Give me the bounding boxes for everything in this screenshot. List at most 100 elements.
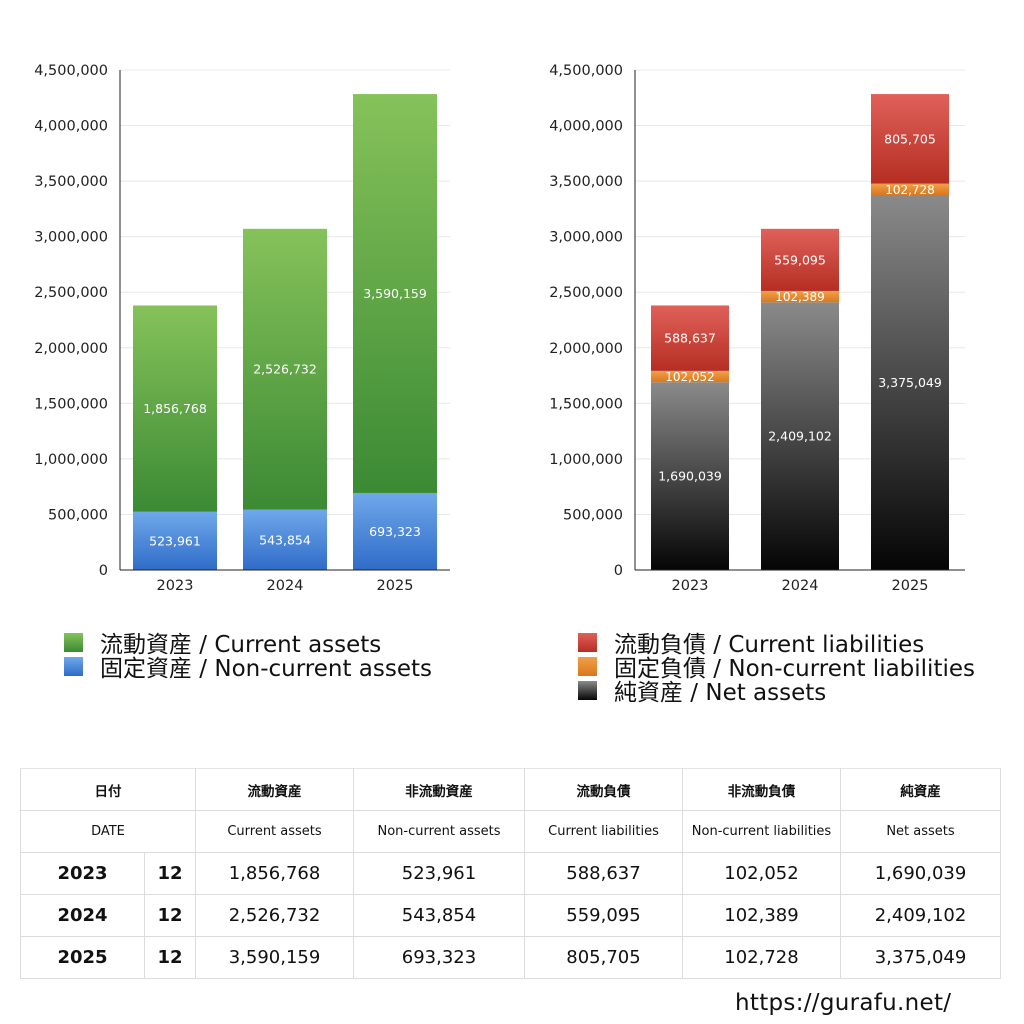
bar-current-assets-2025 xyxy=(353,94,437,493)
y-tick-label: 3,500,000 xyxy=(34,174,108,190)
x-tick-label: 2024 xyxy=(782,578,819,594)
x-tick-label: 2023 xyxy=(672,578,709,594)
data-label: 543,854 xyxy=(259,532,311,547)
data-label: 1,690,039 xyxy=(658,469,722,484)
bar-net-assets-2023 xyxy=(651,382,729,570)
assets-legend: 流動資産 / Current assets 固定資産 / Non-current … xyxy=(64,630,432,682)
header-noncurrent-assets-jp: 非流動資産 xyxy=(353,768,525,811)
data-label: 523,961 xyxy=(149,533,201,548)
cell-current-liabilities: 805,705 xyxy=(524,936,683,979)
data-label: 559,095 xyxy=(774,252,826,267)
data-label: 805,705 xyxy=(884,131,936,146)
data-label: 693,323 xyxy=(369,524,421,539)
data-label: 102,389 xyxy=(775,290,825,304)
table-row: 2023 12 1,856,768 523,961 588,637 102,05… xyxy=(20,852,1001,895)
liabilities-net-assets-chart: 0 500,000 1,000,000 1,500,000 2,000,000 2,500… xyxy=(549,63,965,594)
y-tick-label: 1,000,000 xyxy=(34,452,108,468)
table-row: 2024 12 2,526,732 543,854 559,095 102,38… xyxy=(20,894,1001,937)
y-tick-label: 500,000 xyxy=(563,507,623,523)
liabilities-legend: 流動負債 / Current liabilities 固定負債 / Non-cur… xyxy=(578,630,975,706)
legend-item: 固定負債 / Non-current liabilities xyxy=(578,654,975,682)
legend-item: 流動負債 / Current liabilities xyxy=(578,630,975,658)
header-date-jp: 日付 xyxy=(20,768,196,811)
y-tick-label: 1,500,000 xyxy=(549,396,623,412)
table-header-japanese: 日付 流動資産 非流動資産 流動負債 非流動負債 純資産 xyxy=(20,768,1001,811)
site-url-link[interactable]: https://gurafu.net/ xyxy=(735,990,952,1016)
y-tick-label: 4,500,000 xyxy=(34,63,108,79)
cell-noncurrent-liabilities: 102,728 xyxy=(682,936,841,979)
table-header-english: DATE Current assets Non-current assets C… xyxy=(20,810,1001,853)
bar-noncurrent-liabilities-2024 xyxy=(761,290,839,303)
row-month: 12 xyxy=(144,894,196,937)
row-year: 2024 xyxy=(20,894,145,937)
header-current-assets-en: Current assets xyxy=(195,810,354,853)
header-noncurrent-assets-en: Non-current assets xyxy=(353,810,525,853)
bar-current-assets-2023 xyxy=(133,305,217,512)
header-current-liabilities-jp: 流動負債 xyxy=(524,768,683,811)
legend-swatch xyxy=(578,656,597,676)
legend-label: 流動資産 / Current assets xyxy=(100,632,382,658)
legend-label: 固定負債 / Non-current liabilities xyxy=(614,656,975,682)
legend-swatch xyxy=(578,680,597,700)
legend-label: 固定資産 / Non-current assets xyxy=(100,656,433,682)
cell-net-assets: 2,409,102 xyxy=(840,894,1001,937)
cell-current-assets: 1,856,768 xyxy=(195,852,354,895)
y-tick-label: 3,000,000 xyxy=(549,230,623,246)
y-tick-label: 4,500,000 xyxy=(549,63,623,79)
y-tick-label: 2,500,000 xyxy=(549,285,623,301)
legend-item: 流動資産 / Current assets xyxy=(64,630,432,658)
x-tick-label: 2025 xyxy=(377,578,414,594)
legend-swatch xyxy=(64,632,83,652)
row-year: 2023 xyxy=(20,852,145,895)
data-label: 3,375,049 xyxy=(878,375,942,390)
data-label: 588,637 xyxy=(664,331,716,346)
cell-noncurrent-assets: 543,854 xyxy=(353,894,525,937)
cell-current-assets: 3,590,159 xyxy=(195,936,354,979)
legend-swatch xyxy=(64,656,83,676)
header-noncurrent-liabilities-jp: 非流動負債 xyxy=(682,768,841,811)
data-label: 3,590,159 xyxy=(363,286,427,301)
data-label: 102,052 xyxy=(665,370,715,384)
bar-current-liabilities-2024 xyxy=(761,228,839,291)
row-year: 2025 xyxy=(20,936,145,979)
header-net-assets-jp: 純資産 xyxy=(840,768,1001,811)
bar-current-liabilities-2025 xyxy=(871,94,949,184)
y-tick-label: 2,500,000 xyxy=(34,285,108,301)
header-current-assets-jp: 流動資産 xyxy=(195,768,354,811)
legend-label: 純資産 / Net assets xyxy=(614,680,827,706)
cell-net-assets: 3,375,049 xyxy=(840,936,1001,979)
cell-noncurrent-assets: 693,323 xyxy=(353,936,525,979)
header-current-liabilities-en: Current liabilities xyxy=(524,810,683,853)
x-tick-label: 2025 xyxy=(892,578,929,594)
bar-noncurrent-liabilities-2023 xyxy=(651,370,729,383)
data-label: 2,409,102 xyxy=(768,429,832,444)
y-tick-label: 4,000,000 xyxy=(34,119,108,135)
header-noncurrent-liabilities-en: Non-current liabilities xyxy=(682,810,841,853)
cell-noncurrent-liabilities: 102,389 xyxy=(682,894,841,937)
header-net-assets-en: Net assets xyxy=(840,810,1001,853)
financial-data-table: 日付 流動資産 非流動資産 流動負債 非流動負債 純資産 DATE Curren… xyxy=(20,768,1001,979)
charts-canvas: 0 500,000 1,000,000 1,500,000 2,000,000 2,500… xyxy=(34,63,965,594)
y-tick-label: 0 xyxy=(99,563,108,579)
header-date-en: DATE xyxy=(20,810,196,853)
x-tick-label: 2023 xyxy=(157,578,194,594)
bar-noncurrent-assets-2025 xyxy=(353,492,437,570)
bar-current-assets-2024 xyxy=(243,228,327,510)
data-label: 102,728 xyxy=(885,183,935,197)
x-tick-label: 2024 xyxy=(267,578,304,594)
y-tick-label: 3,500,000 xyxy=(549,174,623,190)
y-tick-label: 1,500,000 xyxy=(34,396,108,412)
data-label: 2,526,732 xyxy=(253,362,317,377)
legend-swatch xyxy=(578,632,597,652)
y-tick-label: 500,000 xyxy=(48,507,108,523)
bar-noncurrent-liabilities-2025 xyxy=(871,183,949,195)
y-tick-label: 0 xyxy=(614,563,623,579)
cell-noncurrent-liabilities: 102,052 xyxy=(682,852,841,895)
bar-noncurrent-assets-2023 xyxy=(133,511,217,570)
y-tick-label: 4,000,000 xyxy=(549,119,623,135)
bar-net-assets-2024 xyxy=(761,302,839,570)
y-tick-label: 1,000,000 xyxy=(549,452,623,468)
bar-current-liabilities-2023 xyxy=(651,305,729,371)
cell-current-assets: 2,526,732 xyxy=(195,894,354,937)
cell-noncurrent-assets: 523,961 xyxy=(353,852,525,895)
